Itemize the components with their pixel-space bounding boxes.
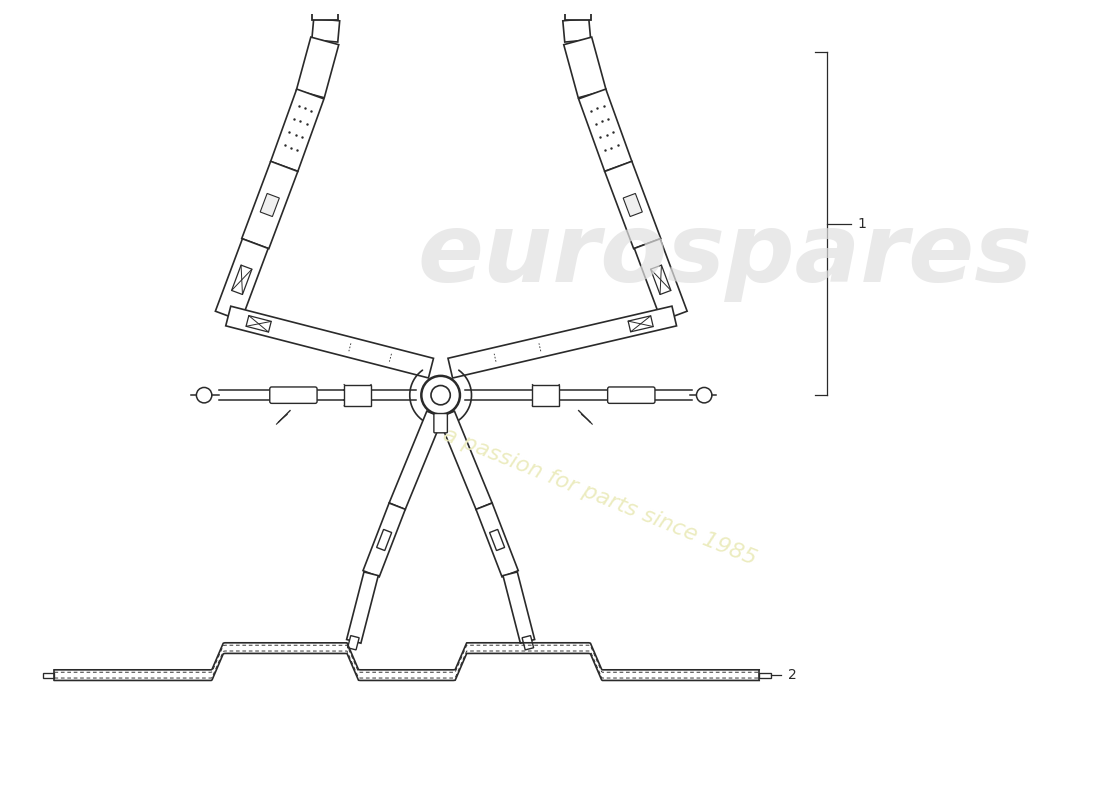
- Polygon shape: [261, 194, 279, 217]
- Polygon shape: [348, 635, 360, 650]
- FancyBboxPatch shape: [433, 414, 448, 433]
- Polygon shape: [242, 162, 298, 249]
- Polygon shape: [226, 306, 433, 378]
- Text: eurospares: eurospares: [418, 209, 1033, 302]
- Bar: [344, 385, 371, 406]
- Polygon shape: [635, 238, 688, 321]
- Polygon shape: [271, 89, 323, 171]
- Polygon shape: [605, 162, 661, 249]
- Polygon shape: [311, 7, 338, 20]
- Bar: [759, 673, 771, 678]
- Polygon shape: [476, 503, 518, 577]
- Polygon shape: [563, 18, 591, 42]
- Polygon shape: [624, 194, 642, 217]
- Polygon shape: [503, 572, 535, 643]
- Bar: [310, 0, 339, 7]
- Polygon shape: [311, 18, 340, 42]
- Polygon shape: [628, 316, 653, 332]
- Polygon shape: [490, 530, 505, 550]
- FancyBboxPatch shape: [607, 387, 654, 403]
- Polygon shape: [448, 306, 676, 378]
- Polygon shape: [376, 530, 392, 550]
- Polygon shape: [216, 238, 268, 321]
- Bar: [43, 673, 55, 678]
- Polygon shape: [579, 89, 631, 171]
- Bar: [563, 0, 592, 7]
- Polygon shape: [389, 411, 443, 510]
- FancyBboxPatch shape: [270, 387, 317, 403]
- Polygon shape: [346, 572, 378, 643]
- Polygon shape: [522, 635, 534, 650]
- Text: 1: 1: [858, 217, 867, 231]
- Polygon shape: [563, 37, 606, 98]
- Polygon shape: [296, 37, 339, 98]
- Polygon shape: [246, 316, 272, 332]
- Polygon shape: [564, 7, 591, 20]
- Text: 2: 2: [789, 668, 796, 682]
- Polygon shape: [650, 265, 671, 294]
- Text: a passion for parts since 1985: a passion for parts since 1985: [440, 424, 760, 569]
- Polygon shape: [439, 411, 492, 510]
- Polygon shape: [363, 503, 405, 577]
- Bar: [532, 385, 560, 406]
- Polygon shape: [232, 265, 252, 294]
